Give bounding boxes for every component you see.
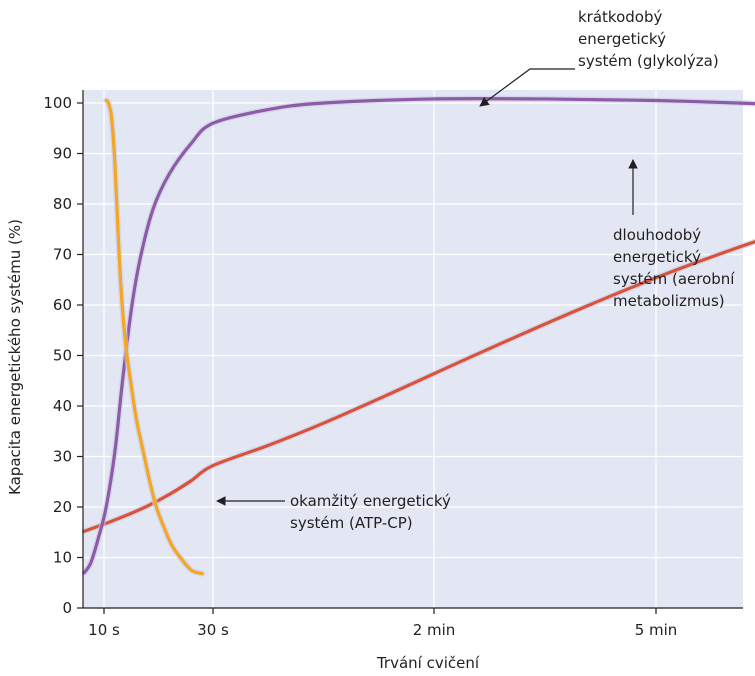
series-aero-line: [82, 240, 755, 533]
y-tick-label: 60: [53, 296, 72, 314]
y-tick-label: 90: [53, 145, 72, 163]
y-tick-label: 20: [53, 498, 72, 516]
y-tick-label: 0: [62, 599, 72, 617]
annotation-aero: dlouhodobý energetický systém (aerobní meta…: [613, 226, 735, 310]
plot-background: [83, 90, 743, 608]
annotation-line: krátkodobý: [578, 8, 662, 26]
series-atp-line: [104, 98, 204, 576]
x-tick-label: 5 min: [635, 621, 678, 639]
y-tick-label: 80: [53, 195, 72, 213]
series-lines: [81, 95, 755, 577]
annotations: krátkodobý energetický systém (glykolýza) d…: [216, 8, 735, 532]
y-axis-title: Kapacita energetického systému (%): [6, 219, 24, 495]
annotation-line: okamžitý energetický: [290, 492, 451, 510]
y-tick-labels: 0 10 20 30 40 50 60 70 80 90 100: [43, 94, 72, 617]
annotation-line: energetický: [578, 30, 666, 48]
annotation-glyco: krátkodobý energetický systém (glykolýza): [578, 8, 719, 70]
axes: [77, 90, 743, 614]
y-tick-label: 40: [53, 397, 72, 415]
annotation-line: dlouhodobý: [613, 226, 701, 244]
x-tick-label: 30 s: [197, 621, 229, 639]
x-tick-label: 2 min: [413, 621, 456, 639]
y-tick-label: 50: [53, 347, 72, 365]
x-tick-labels: 10 s 30 s 2 min 5 min: [88, 621, 677, 639]
series-glyco-line: [82, 96, 755, 575]
annotation-line: systém (glykolýza): [578, 52, 719, 70]
annotation-line: metabolizmus): [613, 292, 725, 310]
annotation-line: energetický: [613, 248, 701, 266]
y-tick-label: 70: [53, 246, 72, 264]
annotation-line: systém (ATP-CP): [290, 514, 413, 532]
x-tick-label: 10 s: [88, 621, 120, 639]
y-tick-label: 10: [53, 549, 72, 567]
annotation-atp: okamžitý energetický systém (ATP-CP): [290, 492, 451, 532]
x-axis-title: Trvání cvičení: [376, 654, 480, 672]
y-tick-label: 30: [53, 448, 72, 466]
grid-lines: [83, 90, 743, 608]
annotation-arrow-glyco: [479, 68, 575, 107]
y-tick-label: 100: [43, 94, 72, 112]
annotation-line: systém (aerobní: [613, 270, 735, 288]
